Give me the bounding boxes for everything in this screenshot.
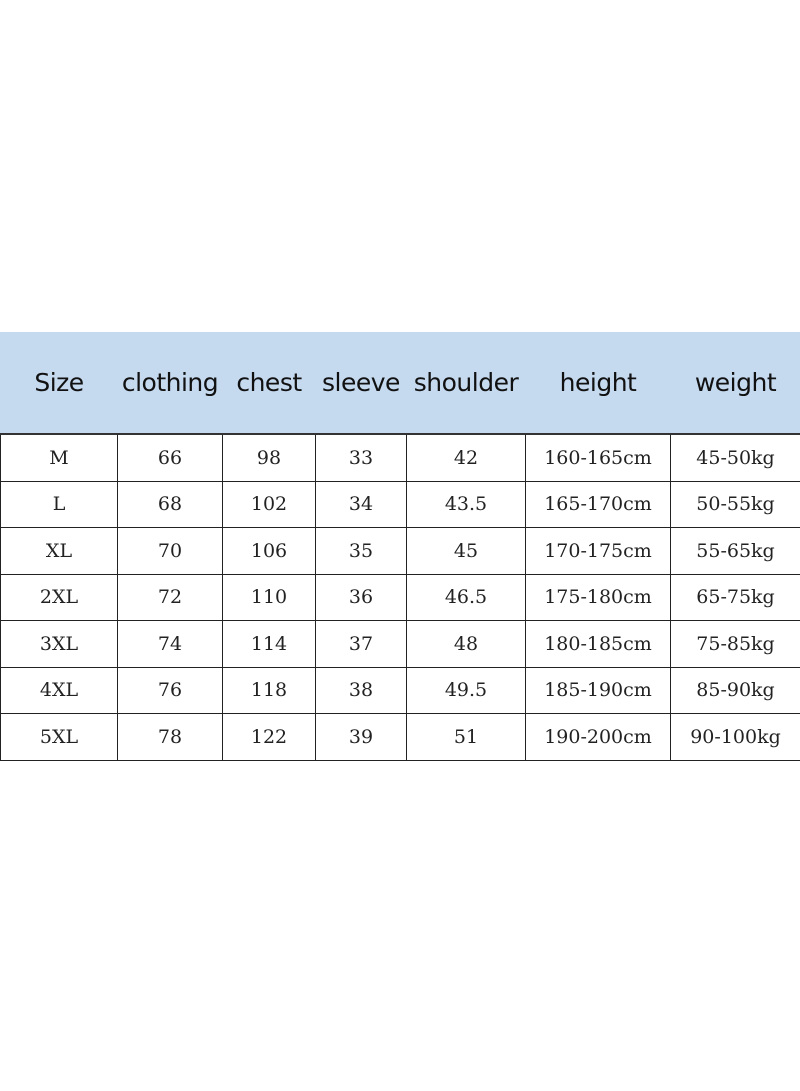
cell-size: 4XL xyxy=(0,666,118,714)
size-chart-table: Size clothing chest sleeve shoulder height wei… xyxy=(0,332,800,761)
cell-shoulder: 43.5 xyxy=(406,480,526,528)
column-header-size: Size xyxy=(34,368,84,397)
cell-weight: 90-100kg xyxy=(670,713,800,761)
cell-weight: 55-65kg xyxy=(670,527,800,575)
cell-clothing: 76 xyxy=(117,666,223,714)
cell-weight: 50-55kg xyxy=(670,480,800,528)
cell-clothing: 72 xyxy=(117,573,223,621)
cell-size: L xyxy=(0,480,118,528)
cell-shoulder: 49.5 xyxy=(406,666,526,714)
cell-height: 175-180cm xyxy=(525,573,671,621)
cell-weight: 65-75kg xyxy=(670,573,800,621)
table-row: 5XL 78 122 39 51 190-200cm 90-100kg xyxy=(0,713,800,761)
cell-weight: 85-90kg xyxy=(670,666,800,714)
column-header-weight: weight xyxy=(694,368,777,397)
cell-shoulder: 48 xyxy=(406,620,526,668)
cell-height: 170-175cm xyxy=(525,527,671,575)
cell-height: 190-200cm xyxy=(525,713,671,761)
cell-shoulder: 45 xyxy=(406,527,526,575)
cell-sleeve: 38 xyxy=(315,666,407,714)
table-row: XL 70 106 35 45 170-175cm 55-65kg xyxy=(0,527,800,575)
cell-weight: 45-50kg xyxy=(670,433,800,482)
cell-clothing: 68 xyxy=(117,480,223,528)
header-band xyxy=(0,332,800,433)
cell-clothing: 66 xyxy=(117,433,223,482)
cell-clothing: 78 xyxy=(117,713,223,761)
cell-sleeve: 34 xyxy=(315,480,407,528)
table-row: 2XL 72 110 36 46.5 175-180cm 65-75kg xyxy=(0,573,800,621)
cell-clothing: 70 xyxy=(117,527,223,575)
cell-chest: 122 xyxy=(222,713,316,761)
header-row: Size clothing chest sleeve shoulder height wei… xyxy=(1,332,800,434)
cell-height: 180-185cm xyxy=(525,620,671,668)
column-header-height: height xyxy=(559,368,637,397)
cell-weight: 75-85kg xyxy=(670,620,800,668)
cell-size: XL xyxy=(0,527,118,575)
cell-sleeve: 33 xyxy=(315,433,407,482)
cell-size: 5XL xyxy=(0,713,118,761)
cell-chest: 102 xyxy=(222,480,316,528)
table-row: 3XL 74 114 37 48 180-185cm 75-85kg xyxy=(0,620,800,668)
cell-chest: 98 xyxy=(222,433,316,482)
cell-chest: 118 xyxy=(222,666,316,714)
cell-sleeve: 36 xyxy=(315,573,407,621)
cell-sleeve: 37 xyxy=(315,620,407,668)
table-row: M 66 98 33 42 160-165cm 45-50kg xyxy=(0,433,800,482)
cell-chest: 110 xyxy=(222,573,316,621)
column-header-sleeve: sleeve xyxy=(322,368,400,397)
cell-size: M xyxy=(0,433,118,482)
cell-sleeve: 35 xyxy=(315,527,407,575)
column-header-chest: chest xyxy=(236,368,302,397)
cell-height: 185-190cm xyxy=(525,666,671,714)
cell-shoulder: 42 xyxy=(406,433,526,482)
cell-chest: 106 xyxy=(222,527,316,575)
cell-size: 2XL xyxy=(0,573,118,621)
table-row: 4XL 76 118 38 49.5 185-190cm 85-90kg xyxy=(0,666,800,714)
cell-clothing: 74 xyxy=(117,620,223,668)
cell-chest: 114 xyxy=(222,620,316,668)
cell-height: 165-170cm xyxy=(525,480,671,528)
table-row: L 68 102 34 43.5 165-170cm 50-55kg xyxy=(0,480,800,528)
column-header-shoulder: shoulder xyxy=(413,368,519,397)
column-header-clothing: clothing xyxy=(121,368,219,397)
cell-shoulder: 51 xyxy=(406,713,526,761)
cell-shoulder: 46.5 xyxy=(406,573,526,621)
cell-size: 3XL xyxy=(0,620,118,668)
cell-height: 160-165cm xyxy=(525,433,671,482)
cell-sleeve: 39 xyxy=(315,713,407,761)
